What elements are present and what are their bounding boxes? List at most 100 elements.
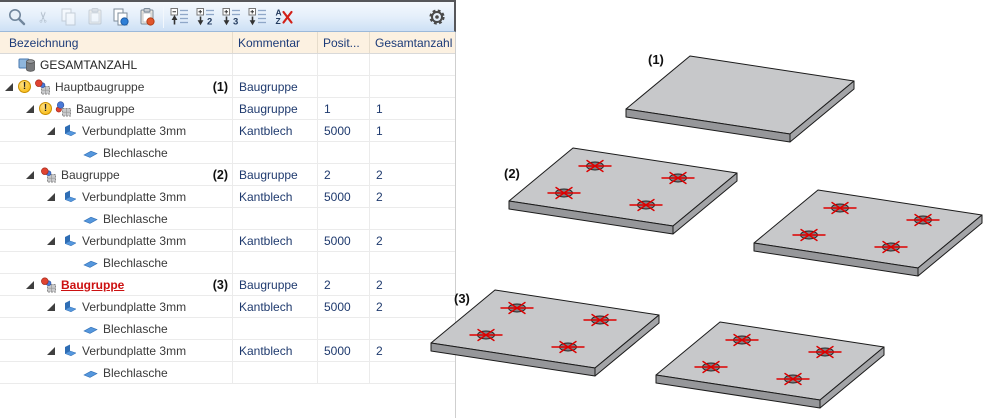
- column-header-kommentar[interactable]: Kommentar: [233, 32, 318, 53]
- tree-item-label: Blechlasche: [103, 145, 168, 160]
- sheet-flange-icon: [82, 260, 98, 268]
- cell-bezeichnung: ! Baugruppe: [0, 98, 233, 119]
- cell-kommentar: [233, 362, 318, 383]
- warning-icon: !: [39, 102, 52, 115]
- column-header-bezeichnung[interactable]: Bezeichnung: [0, 32, 233, 53]
- cell-kommentar: Kantblech: [233, 340, 318, 361]
- sheet-bent-icon: [60, 189, 78, 205]
- sheet-flange-icon: [82, 150, 98, 158]
- tree-item-label: Verbundplatte 3mm: [82, 343, 187, 358]
- expander-icon[interactable]: [45, 300, 58, 313]
- table-row[interactable]: Blechlasche: [0, 142, 456, 164]
- cut-glyph: ✂: [34, 10, 52, 23]
- total-icon: [18, 57, 36, 73]
- expander-icon[interactable]: [24, 278, 37, 291]
- cell-kommentar: Baugruppe: [233, 164, 318, 185]
- cell-bezeichnung: Verbundplatte 3mm: [0, 296, 233, 317]
- tree-item-label: Verbundplatte 3mm: [82, 233, 187, 248]
- table-row[interactable]: Blechlasche: [0, 208, 456, 230]
- expander-icon[interactable]: [45, 344, 58, 357]
- copy-special-icon[interactable]: [108, 5, 134, 29]
- cell-kommentar: Kantblech: [233, 120, 318, 141]
- table-row[interactable]: Blechlasche: [0, 362, 456, 384]
- cell-bezeichnung: Baugruppe (3): [0, 274, 233, 295]
- zoom-icon[interactable]: [4, 5, 30, 29]
- expander-icon[interactable]: [45, 234, 58, 247]
- cell-kommentar: [233, 54, 318, 75]
- table-row[interactable]: Blechlasche: [0, 252, 456, 274]
- cell-gesamtanzahl: [370, 142, 456, 163]
- cell-bezeichnung: Verbundplatte 3mm: [0, 186, 233, 207]
- cell-gesamtanzahl: [370, 76, 456, 97]
- plate-2b[interactable]: [748, 189, 988, 281]
- table-row[interactable]: ! Baugruppe Baugruppe 1 1: [0, 98, 456, 120]
- cut-icon[interactable]: ✂: [30, 5, 56, 29]
- sheet-flange-icon: [82, 370, 98, 378]
- cell-gesamtanzahl: 2: [376, 299, 383, 314]
- table-row[interactable]: Blechlasche: [0, 318, 456, 340]
- cell-bezeichnung: GESAMTANZAHL: [0, 54, 233, 75]
- tree-item-label: Baugruppe: [61, 167, 120, 182]
- plate-1[interactable]: [620, 55, 860, 147]
- cell-position: [318, 318, 370, 339]
- assembly-main-icon: [39, 166, 57, 183]
- cell-gesamtanzahl: 2: [376, 233, 383, 248]
- part-list-panel: ✂ 2 3: [0, 0, 456, 418]
- expander-icon[interactable]: [24, 102, 37, 115]
- table-header: Bezeichnung Kommentar Posit... Gesamtanz…: [0, 32, 456, 54]
- paste-icon[interactable]: [82, 5, 108, 29]
- plate-3a[interactable]: [425, 289, 665, 381]
- settings-icon[interactable]: [424, 5, 450, 29]
- cell-position: 5000: [318, 120, 370, 141]
- expand-level-3-icon[interactable]: 3: [219, 5, 245, 29]
- table-row[interactable]: GESAMTANZAHL: [0, 54, 456, 76]
- cell-gesamtanzahl: [370, 252, 456, 273]
- cell-gesamtanzahl: 2: [376, 189, 383, 204]
- table-row[interactable]: ! Hauptbaugruppe (1) Baugruppe: [0, 76, 456, 98]
- expander-icon[interactable]: [45, 190, 58, 203]
- sheet-metal-icon: [63, 234, 77, 246]
- table-row[interactable]: Verbundplatte 3mm Kantblech 5000 2: [0, 340, 456, 362]
- table-row[interactable]: Verbundplatte 3mm Kantblech 5000 2: [0, 230, 456, 252]
- cell-position: 2: [318, 164, 370, 185]
- table-row[interactable]: Baugruppe (3) Baugruppe 2 2: [0, 274, 456, 296]
- tree-item-label: Verbundplatte 3mm: [82, 189, 187, 204]
- hole-markers: [547, 159, 695, 212]
- table-row[interactable]: Verbundplatte 3mm Kantblech 5000 2: [0, 186, 456, 208]
- cell-kommentar: [233, 142, 318, 163]
- position-marker: (2): [212, 167, 228, 182]
- cell-bezeichnung: Blechlasche: [0, 362, 233, 383]
- cell-position: 5000: [318, 296, 370, 317]
- expander-placeholder: [66, 366, 79, 379]
- column-header-position[interactable]: Posit...: [318, 32, 370, 53]
- plate-2a[interactable]: [503, 147, 743, 239]
- expander-icon[interactable]: [3, 80, 16, 93]
- expander-icon[interactable]: [45, 124, 58, 137]
- cell-position: 1: [318, 98, 370, 119]
- expand-level-2-icon[interactable]: 2: [193, 5, 219, 29]
- cell-bezeichnung: ! Hauptbaugruppe (1): [0, 76, 233, 97]
- expand-all-icon[interactable]: [245, 5, 271, 29]
- paste-special-icon[interactable]: [134, 5, 160, 29]
- collapse-all-icon[interactable]: [167, 5, 193, 29]
- copy-icon[interactable]: [56, 5, 82, 29]
- table-row[interactable]: Verbundplatte 3mm Kantblech 5000 2: [0, 296, 456, 318]
- position-marker: (1): [212, 79, 228, 94]
- column-header-gesamtanzahl[interactable]: Gesamtanzahl: [375, 35, 453, 50]
- cell-position: [318, 362, 370, 383]
- cell-bezeichnung: Verbundplatte 3mm: [0, 230, 233, 251]
- sheet-bent-icon: [60, 343, 78, 359]
- cell-gesamtanzahl: 1: [376, 101, 383, 116]
- cell-kommentar: Baugruppe: [233, 274, 318, 295]
- expander-placeholder: [66, 322, 79, 335]
- tree-table-rows: GESAMTANZAHL! Hauptbaugruppe (1) Baugruppe!…: [0, 54, 456, 384]
- table-row[interactable]: Verbundplatte 3mm Kantblech 5000 1: [0, 120, 456, 142]
- plate-3b[interactable]: [650, 321, 890, 413]
- expander-placeholder: [66, 256, 79, 269]
- hole-markers: [469, 301, 617, 354]
- expander-placeholder: [66, 212, 79, 225]
- expander-icon[interactable]: [24, 168, 37, 181]
- table-row[interactable]: Baugruppe (2) Baugruppe 2 2: [0, 164, 456, 186]
